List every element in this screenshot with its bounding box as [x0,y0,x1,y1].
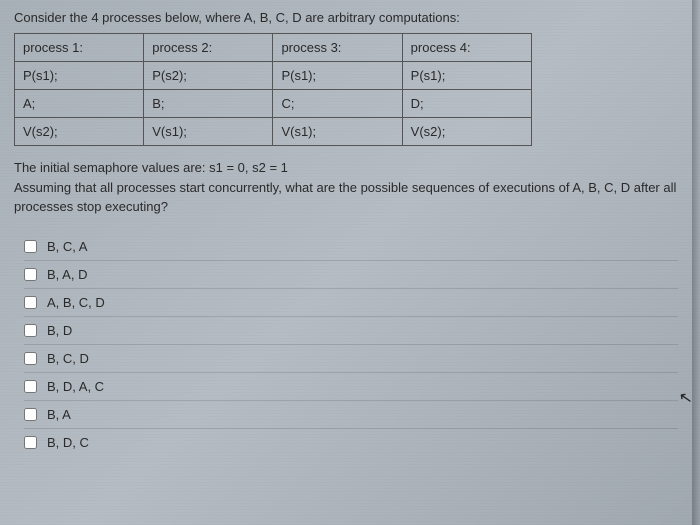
table-cell: B; [144,90,273,118]
table-cell: V(s2); [402,118,531,146]
table-cell: C; [273,90,402,118]
question-line: The initial semaphore values are: s1 = 0… [14,158,678,178]
table-cell: V(s1); [144,118,273,146]
option-label: B, A, D [47,267,87,282]
option-row[interactable]: B, A [24,401,678,429]
option-row[interactable]: B, D, C [24,429,678,456]
question-text: The initial semaphore values are: s1 = 0… [14,158,678,217]
table-cell: process 2: [144,34,273,62]
question-line: Assuming that all processes start concur… [14,178,678,217]
option-label: B, A [47,407,71,422]
table-cell: P(s2); [144,62,273,90]
options-list: B, C, A B, A, D A, B, C, D B, D B, C, D … [24,233,678,456]
table-cell: P(s1); [273,62,402,90]
option-checkbox[interactable] [24,240,37,253]
table-cell: V(s1); [273,118,402,146]
option-row[interactable]: A, B, C, D [24,289,678,317]
question-page: Consider the 4 processes below, where A,… [0,0,700,466]
option-checkbox[interactable] [24,408,37,421]
option-label: B, C, D [47,351,89,366]
table-row: A; B; C; D; [15,90,532,118]
table-cell: P(s1); [15,62,144,90]
option-row[interactable]: B, C, D [24,345,678,373]
table-row: P(s1); P(s2); P(s1); P(s1); [15,62,532,90]
option-checkbox[interactable] [24,380,37,393]
option-label: B, D, A, C [47,379,104,394]
intro-text: Consider the 4 processes below, where A,… [14,10,678,25]
table-cell: process 4: [402,34,531,62]
screen-edge [692,0,700,525]
option-label: A, B, C, D [47,295,105,310]
option-label: B, D, C [47,435,89,450]
table-cell: process 3: [273,34,402,62]
option-row[interactable]: B, D, A, C [24,373,678,401]
table-row: V(s2); V(s1); V(s1); V(s2); [15,118,532,146]
table-cell: P(s1); [402,62,531,90]
option-checkbox[interactable] [24,436,37,449]
table-cell: D; [402,90,531,118]
process-table: process 1: process 2: process 3: process… [14,33,532,146]
option-checkbox[interactable] [24,352,37,365]
table-row: process 1: process 2: process 3: process… [15,34,532,62]
option-row[interactable]: B, D [24,317,678,345]
option-label: B, C, A [47,239,87,254]
option-row[interactable]: B, A, D [24,261,678,289]
option-row[interactable]: B, C, A [24,233,678,261]
table-cell: process 1: [15,34,144,62]
option-label: B, D [47,323,72,338]
option-checkbox[interactable] [24,268,37,281]
table-cell: A; [15,90,144,118]
table-cell: V(s2); [15,118,144,146]
option-checkbox[interactable] [24,324,37,337]
option-checkbox[interactable] [24,296,37,309]
